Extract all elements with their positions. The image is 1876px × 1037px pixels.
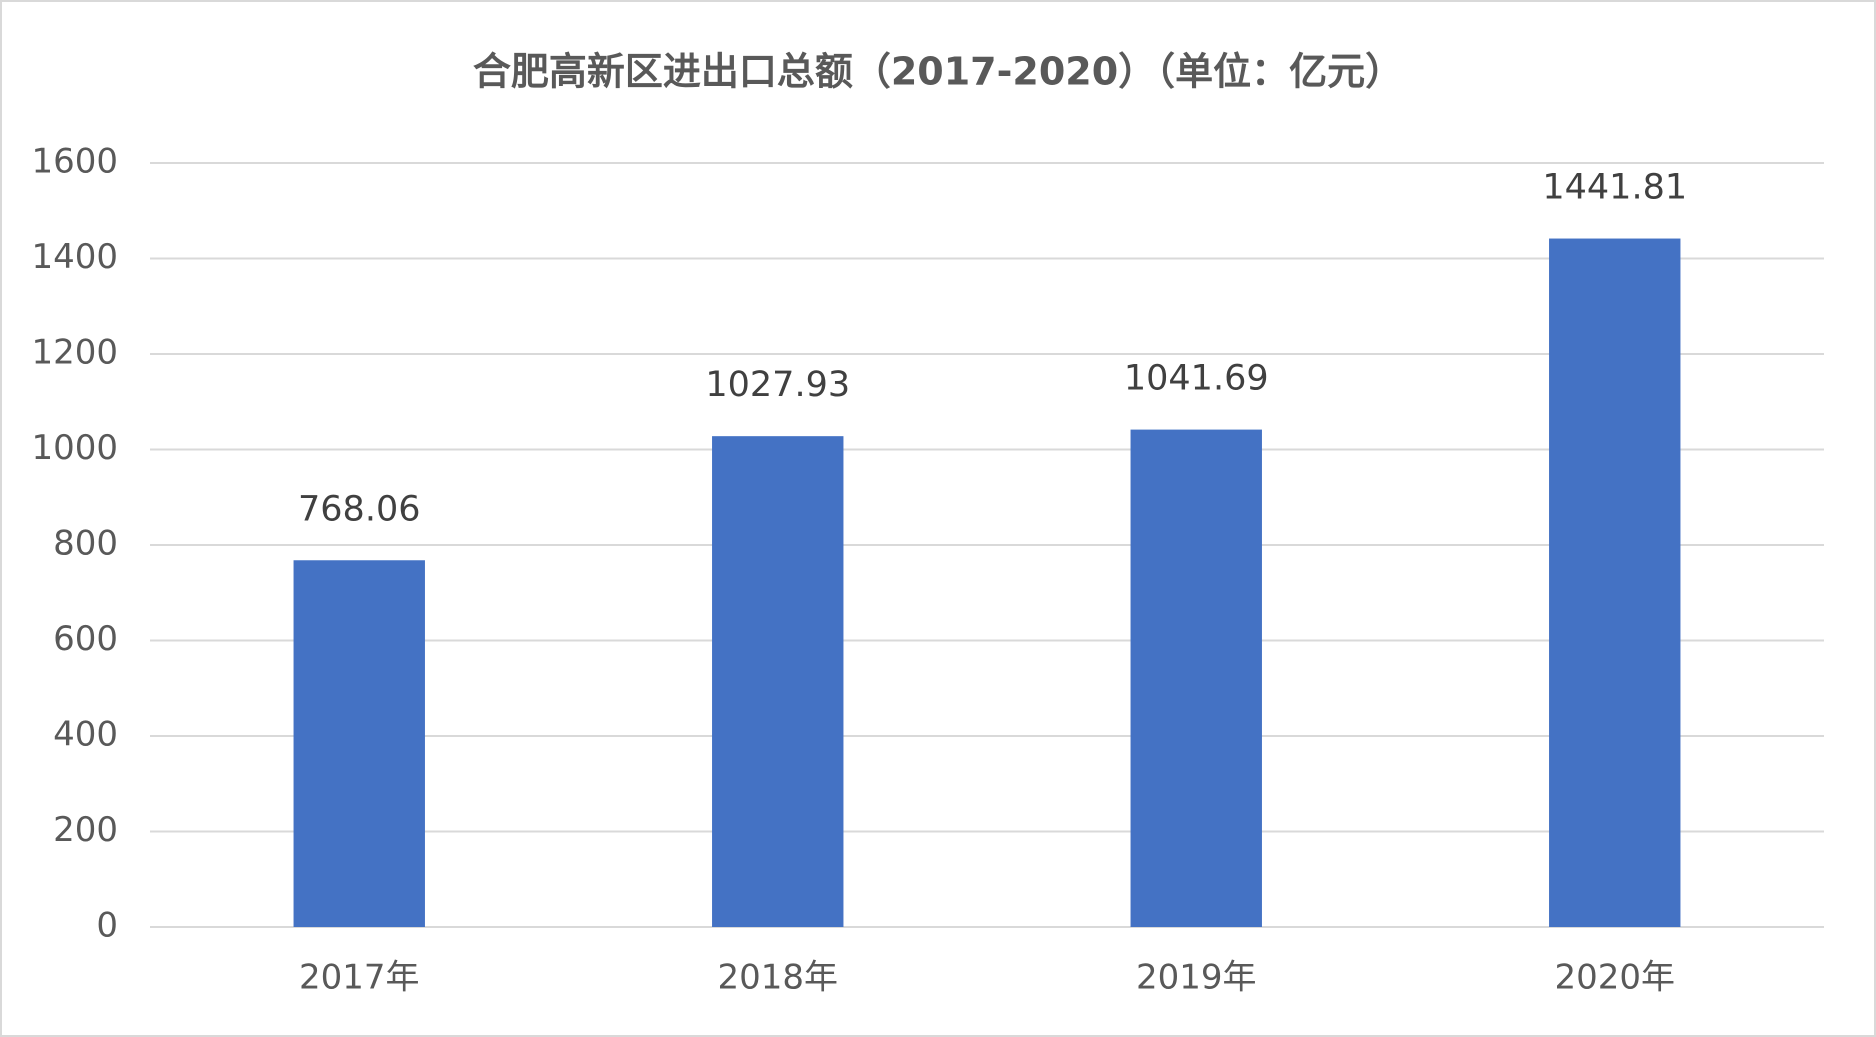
y-tick-label: 600 (53, 619, 118, 659)
y-tick-label: 1400 (31, 237, 118, 277)
x-tick-label: 2019年 (1136, 958, 1257, 998)
y-tick-label: 1600 (31, 142, 118, 182)
bar (293, 560, 425, 927)
bar (712, 436, 844, 927)
y-tick-label: 1000 (31, 428, 118, 468)
data-label: 1041.69 (1124, 359, 1269, 399)
bar (1549, 238, 1681, 928)
y-tick-label: 1200 (31, 333, 118, 373)
y-tick-label: 0 (96, 906, 118, 946)
y-tick-label: 800 (53, 524, 118, 564)
chart-title: 合肥高新区进出口总额（2017-2020）（单位：亿元） (473, 50, 1403, 94)
x-tick-label: 2018年 (717, 958, 838, 998)
x-tick-label: 2017年 (299, 958, 420, 998)
y-tick-label: 400 (53, 715, 118, 755)
y-tick-label: 200 (53, 810, 118, 850)
x-tick-label: 2020年 (1554, 958, 1675, 998)
bar (1130, 429, 1262, 927)
data-label: 768.06 (298, 489, 420, 529)
data-label: 1027.93 (705, 365, 850, 405)
data-label: 1441.81 (1542, 168, 1687, 208)
